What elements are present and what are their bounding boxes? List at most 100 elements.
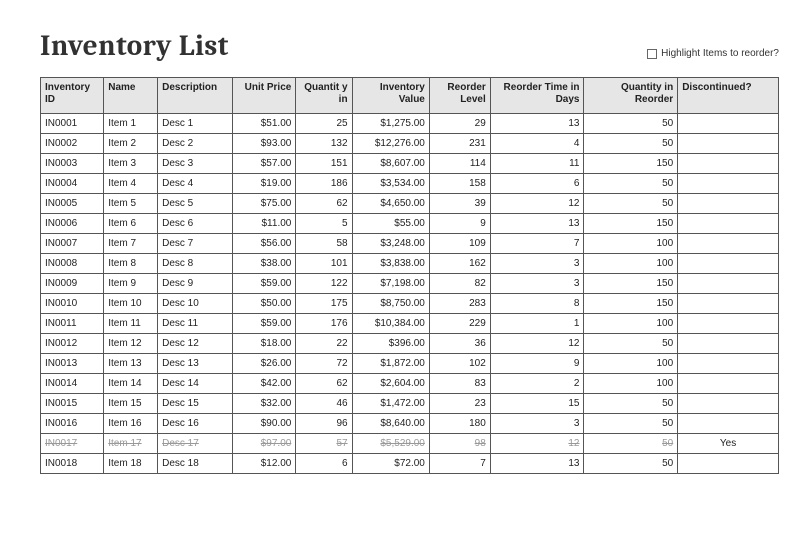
cell-rlvl[interactable]: 7: [429, 454, 490, 474]
cell-rlvl[interactable]: 162: [429, 254, 490, 274]
cell-disc[interactable]: [678, 374, 779, 394]
cell-id[interactable]: IN0003: [41, 154, 104, 174]
cell-rlvl[interactable]: 36: [429, 334, 490, 354]
table-row[interactable]: IN0018Item 18Desc 18$12.006$72.0071350: [41, 454, 779, 474]
cell-qty[interactable]: 22: [296, 334, 352, 354]
cell-val[interactable]: $3,248.00: [352, 234, 429, 254]
table-row[interactable]: IN0003Item 3Desc 3$57.00151$8,607.001141…: [41, 154, 779, 174]
cell-qty[interactable]: 62: [296, 374, 352, 394]
cell-rlvl[interactable]: 283: [429, 294, 490, 314]
cell-qty[interactable]: 25: [296, 114, 352, 134]
cell-rtime[interactable]: 4: [490, 134, 584, 154]
table-row[interactable]: IN0015Item 15Desc 15$32.0046$1,472.00231…: [41, 394, 779, 414]
table-row[interactable]: IN0013Item 13Desc 13$26.0072$1,872.00102…: [41, 354, 779, 374]
table-row[interactable]: IN0001Item 1Desc 1$51.0025$1,275.0029135…: [41, 114, 779, 134]
cell-disc[interactable]: [678, 174, 779, 194]
cell-val[interactable]: $8,750.00: [352, 294, 429, 314]
cell-val[interactable]: $3,838.00: [352, 254, 429, 274]
cell-rlvl[interactable]: 180: [429, 414, 490, 434]
cell-disc[interactable]: [678, 254, 779, 274]
cell-disc[interactable]: [678, 234, 779, 254]
cell-id[interactable]: IN0013: [41, 354, 104, 374]
cell-id[interactable]: IN0010: [41, 294, 104, 314]
cell-rqty[interactable]: 100: [584, 234, 678, 254]
cell-val[interactable]: $1,472.00: [352, 394, 429, 414]
cell-price[interactable]: $57.00: [233, 154, 296, 174]
cell-id[interactable]: IN0004: [41, 174, 104, 194]
cell-qty[interactable]: 96: [296, 414, 352, 434]
table-row[interactable]: IN0005Item 5Desc 5$75.0062$4,650.0039125…: [41, 194, 779, 214]
cell-rqty[interactable]: 50: [584, 174, 678, 194]
cell-rtime[interactable]: 13: [490, 214, 584, 234]
col-header-rtime[interactable]: Reorder Time in Days: [490, 78, 584, 114]
cell-name[interactable]: Item 11: [104, 314, 158, 334]
checkbox-icon[interactable]: [647, 49, 657, 59]
cell-rqty[interactable]: 50: [584, 334, 678, 354]
cell-qty[interactable]: 176: [296, 314, 352, 334]
cell-name[interactable]: Item 15: [104, 394, 158, 414]
cell-rtime[interactable]: 9: [490, 354, 584, 374]
cell-rlvl[interactable]: 83: [429, 374, 490, 394]
cell-rtime[interactable]: 12: [490, 434, 584, 454]
cell-rtime[interactable]: 8: [490, 294, 584, 314]
cell-desc[interactable]: Desc 7: [158, 234, 233, 254]
cell-id[interactable]: IN0008: [41, 254, 104, 274]
cell-price[interactable]: $51.00: [233, 114, 296, 134]
cell-rtime[interactable]: 3: [490, 254, 584, 274]
cell-disc[interactable]: [678, 454, 779, 474]
cell-qty[interactable]: 5: [296, 214, 352, 234]
cell-val[interactable]: $4,650.00: [352, 194, 429, 214]
cell-id[interactable]: IN0009: [41, 274, 104, 294]
cell-disc[interactable]: [678, 394, 779, 414]
cell-rlvl[interactable]: 158: [429, 174, 490, 194]
cell-qty[interactable]: 72: [296, 354, 352, 374]
cell-price[interactable]: $75.00: [233, 194, 296, 214]
cell-name[interactable]: Item 16: [104, 414, 158, 434]
cell-id[interactable]: IN0018: [41, 454, 104, 474]
cell-name[interactable]: Item 5: [104, 194, 158, 214]
col-header-desc[interactable]: Description: [158, 78, 233, 114]
cell-rlvl[interactable]: 229: [429, 314, 490, 334]
cell-rqty[interactable]: 100: [584, 314, 678, 334]
cell-id[interactable]: IN0006: [41, 214, 104, 234]
cell-rtime[interactable]: 15: [490, 394, 584, 414]
cell-rtime[interactable]: 3: [490, 274, 584, 294]
cell-desc[interactable]: Desc 18: [158, 454, 233, 474]
cell-val[interactable]: $396.00: [352, 334, 429, 354]
cell-val[interactable]: $10,384.00: [352, 314, 429, 334]
cell-desc[interactable]: Desc 16: [158, 414, 233, 434]
cell-val[interactable]: $1,275.00: [352, 114, 429, 134]
cell-name[interactable]: Item 14: [104, 374, 158, 394]
cell-rtime[interactable]: 13: [490, 454, 584, 474]
cell-rqty[interactable]: 50: [584, 114, 678, 134]
cell-price[interactable]: $93.00: [233, 134, 296, 154]
cell-val[interactable]: $1,872.00: [352, 354, 429, 374]
cell-val[interactable]: $5,529.00: [352, 434, 429, 454]
cell-val[interactable]: $7,198.00: [352, 274, 429, 294]
cell-name[interactable]: Item 4: [104, 174, 158, 194]
cell-rlvl[interactable]: 82: [429, 274, 490, 294]
cell-desc[interactable]: Desc 13: [158, 354, 233, 374]
cell-rqty[interactable]: 50: [584, 194, 678, 214]
cell-price[interactable]: $32.00: [233, 394, 296, 414]
cell-id[interactable]: IN0012: [41, 334, 104, 354]
cell-name[interactable]: Item 18: [104, 454, 158, 474]
cell-price[interactable]: $11.00: [233, 214, 296, 234]
cell-name[interactable]: Item 6: [104, 214, 158, 234]
cell-rlvl[interactable]: 29: [429, 114, 490, 134]
cell-disc[interactable]: [678, 414, 779, 434]
table-row[interactable]: IN0017Item 17Desc 17$97.0057$5,529.00981…: [41, 434, 779, 454]
cell-disc[interactable]: [678, 314, 779, 334]
cell-id[interactable]: IN0001: [41, 114, 104, 134]
col-header-name[interactable]: Name: [104, 78, 158, 114]
cell-rlvl[interactable]: 39: [429, 194, 490, 214]
table-row[interactable]: IN0007Item 7Desc 7$56.0058$3,248.0010971…: [41, 234, 779, 254]
cell-rqty[interactable]: 100: [584, 254, 678, 274]
cell-disc[interactable]: [678, 354, 779, 374]
cell-id[interactable]: IN0016: [41, 414, 104, 434]
cell-qty[interactable]: 175: [296, 294, 352, 314]
cell-val[interactable]: $8,640.00: [352, 414, 429, 434]
col-header-rqty[interactable]: Quantity in Reorder: [584, 78, 678, 114]
cell-desc[interactable]: Desc 6: [158, 214, 233, 234]
cell-desc[interactable]: Desc 3: [158, 154, 233, 174]
